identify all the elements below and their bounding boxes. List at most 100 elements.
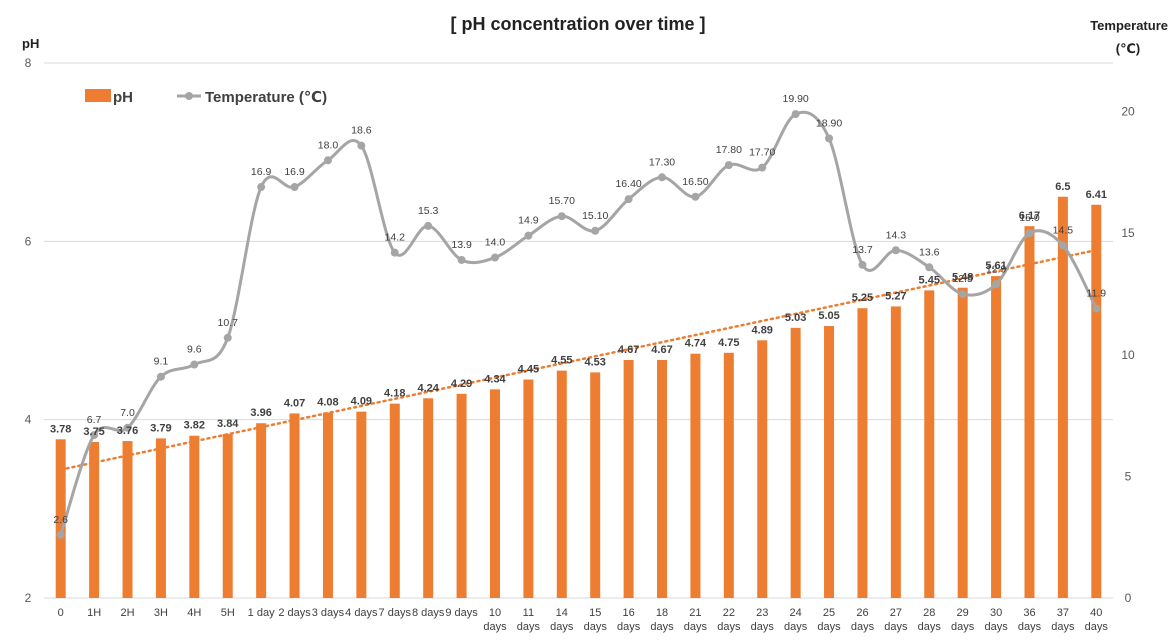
ph-data-label: 4.89 <box>752 324 773 336</box>
ph-data-label: 3.84 <box>217 418 239 430</box>
ph-trendline <box>59 248 1098 471</box>
x-category-label: 24 <box>790 607 802 619</box>
ph-data-label: 5.61 <box>985 260 1006 272</box>
left-tick-label: 6 <box>25 234 32 248</box>
temperature-data-label: 12.5 <box>952 273 973 285</box>
temperature-marker <box>424 221 433 230</box>
x-category-label: 21 <box>689 607 701 619</box>
temperature-data-label: 15.0 <box>1019 212 1040 224</box>
ph-data-label: 4.08 <box>317 397 338 409</box>
legend: pH Temperature (℃) <box>85 89 327 106</box>
legend-ph-swatch <box>85 89 111 102</box>
x-category-label: days <box>817 621 841 633</box>
legend-temperature-marker <box>185 92 193 100</box>
ph-bar <box>89 441 100 598</box>
ph-bar <box>189 435 200 598</box>
ph-data-label: 3.78 <box>50 423 71 435</box>
temperature-marker <box>390 248 399 257</box>
temperature-marker <box>858 260 867 269</box>
ph-bar <box>356 411 367 598</box>
temperature-marker <box>90 431 99 440</box>
left-tick-label: 2 <box>25 591 32 605</box>
x-category-label: 16 <box>622 607 634 619</box>
ph-data-label: 6.5 <box>1055 181 1070 193</box>
temperature-marker <box>925 263 934 272</box>
temperature-marker <box>123 423 132 432</box>
ph-data-label: 4.55 <box>551 355 572 367</box>
x-axis-categories: 0 1H 2H 3H 4H 5H 1 day 2 days 3 days 4 days 7 days… <box>58 607 1109 633</box>
ph-bar <box>523 379 534 598</box>
ph-data-label: 5.05 <box>818 310 839 322</box>
ph-bar <box>489 389 500 598</box>
x-category-label: 2 days <box>278 607 311 619</box>
temperature-marker <box>691 192 700 201</box>
x-category-label: 27 <box>890 607 902 619</box>
ph-bar <box>723 352 734 598</box>
x-category-label: 1 day <box>248 607 275 619</box>
temperature-data-label: 17.70 <box>749 147 775 159</box>
ph-data-label: 6.17 <box>1019 210 1040 222</box>
x-category-label: days <box>483 621 507 633</box>
temperature-data-label: 13.6 <box>919 246 940 258</box>
temperature-data-label: 18.6 <box>351 125 372 137</box>
x-category-label: 1H <box>87 607 101 619</box>
right-axis-ticks: 0 5 10 15 20 <box>1121 105 1135 605</box>
ph-bars <box>55 196 1102 599</box>
temperature-data-label: 17.80 <box>716 144 742 156</box>
x-category-label: 14 <box>556 607 568 619</box>
temperature-marker <box>1092 304 1101 313</box>
ph-data-label: 6.41 <box>1086 189 1107 201</box>
ph-data-label: 4.34 <box>484 373 506 385</box>
temperature-data-label: 16.9 <box>284 166 305 178</box>
temperature-data-label: 16.50 <box>682 176 708 188</box>
temperature-data-label: 6.7 <box>87 414 102 426</box>
ph-data-label: 5.45 <box>919 274 940 286</box>
temperature-data-label: 15.10 <box>582 210 608 222</box>
x-category-label: 10 <box>489 607 501 619</box>
ph-bar <box>322 412 333 598</box>
x-category-label: days <box>684 621 708 633</box>
gridlines <box>44 62 1113 599</box>
right-tick-label: 5 <box>1125 469 1132 483</box>
ph-data-label: 4.29 <box>451 378 472 390</box>
x-category-label: days <box>751 621 775 633</box>
ph-data-label: 3.82 <box>184 420 205 432</box>
temperature-data-label: 9.1 <box>154 356 169 368</box>
temperature-marker <box>56 530 65 539</box>
ph-bar <box>857 308 868 598</box>
temperature-data-labels: 2.6 6.7 7.0 9.1 9.6 10.7 16.9 16.9 18.0 18.6 14.2 1… <box>53 93 1106 526</box>
x-category-label: 9 days <box>445 607 478 619</box>
ph-bar <box>991 276 1002 598</box>
x-category-label: days <box>1085 621 1109 633</box>
ph-bar <box>924 290 935 598</box>
x-category-label: 29 <box>957 607 969 619</box>
x-category-label: 8 days <box>412 607 445 619</box>
temperature-marker <box>457 255 466 264</box>
x-category-label: 18 <box>656 607 668 619</box>
temperature-data-label: 16.40 <box>615 178 641 190</box>
temperature-data-label: 13.9 <box>451 239 472 251</box>
ph-bar <box>456 393 467 598</box>
left-axis-title: pH <box>22 36 39 51</box>
x-category-label: days <box>851 621 875 633</box>
temperature-data-label: 7.0 <box>120 407 135 419</box>
ph-bar <box>590 372 601 598</box>
right-tick-label: 20 <box>1121 105 1135 119</box>
left-tick-label: 4 <box>25 413 32 427</box>
ph-data-label: 4.24 <box>417 382 439 394</box>
ph-data-label: 5.48 <box>952 272 973 284</box>
x-category-label: 7 days <box>379 607 412 619</box>
temperature-marker <box>992 280 1001 289</box>
temperature-marker <box>791 110 800 119</box>
ph-bar <box>657 359 668 598</box>
temperature-data-label: 14.5 <box>1053 224 1074 236</box>
right-axis-title-line1: Temperature <box>1090 18 1168 33</box>
temperature-data-label: 12.9 <box>986 263 1007 275</box>
temperature-data-label: 16.9 <box>251 166 272 178</box>
ph-bar <box>623 359 634 598</box>
ph-bar <box>155 438 166 598</box>
temperature-data-label: 13.7 <box>852 244 873 256</box>
x-category-label: days <box>1018 621 1042 633</box>
ph-bar <box>957 287 968 598</box>
ph-bar <box>55 439 66 598</box>
